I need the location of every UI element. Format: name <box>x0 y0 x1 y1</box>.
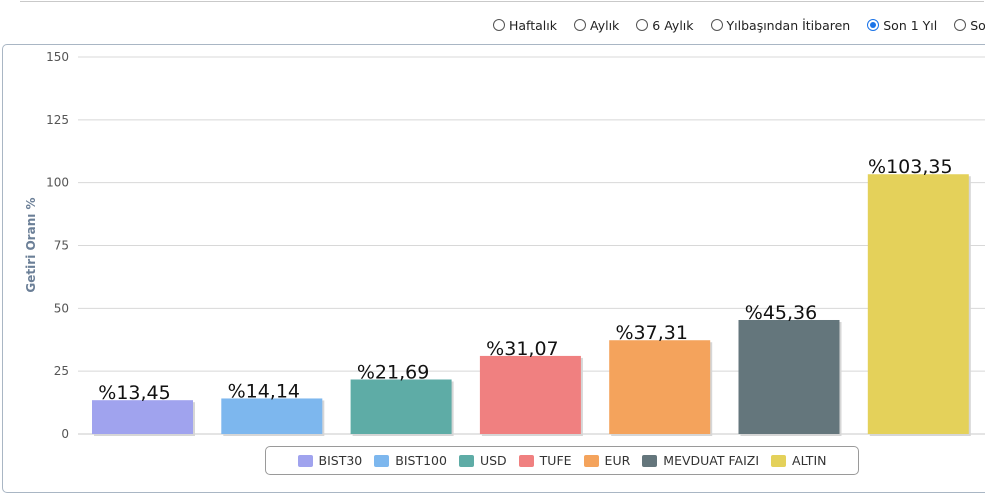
radio-icon[interactable] <box>867 19 880 31</box>
data-label: %14,14 <box>228 380 300 402</box>
data-label: %31,07 <box>486 338 558 360</box>
period-option-label: So <box>970 17 985 33</box>
radio-icon[interactable] <box>493 19 505 31</box>
legend-item[interactable]: USD <box>458 453 507 468</box>
legend-swatch <box>642 454 658 467</box>
radio-icon[interactable] <box>954 19 967 31</box>
period-option-label: Son 1 Yıl <box>883 17 938 33</box>
y-tick-label: 125 <box>46 113 69 127</box>
legend-swatch <box>297 454 313 467</box>
bar-bist30 <box>92 400 193 434</box>
y-tick-label: 0 <box>61 427 69 441</box>
y-tick-label: 75 <box>54 239 69 253</box>
legend-swatch <box>771 454 787 467</box>
data-label: %45,36 <box>745 302 817 324</box>
bar-bist100 <box>221 398 323 434</box>
period-option-2[interactable]: 6 Aylık <box>636 17 694 33</box>
legend-item[interactable]: BIST30 <box>297 453 363 468</box>
legend-label: MEVDUAT FAIZI <box>663 453 760 468</box>
legend-item[interactable]: EUR <box>583 453 631 468</box>
data-label: %13,45 <box>98 382 170 404</box>
data-label: %37,31 <box>615 322 687 344</box>
bar-mevduat-faizi <box>738 319 840 434</box>
y-tick-label: 25 <box>54 364 69 378</box>
bar-usd <box>350 379 452 434</box>
chart-panel <box>2 44 985 493</box>
period-option-4[interactable]: Son 1 Yıl <box>867 18 937 33</box>
radio-icon[interactable] <box>710 19 723 31</box>
period-option-label: Aylık <box>590 17 620 33</box>
period-option-0[interactable]: Haftalık <box>493 18 557 33</box>
legend-label: ALTIN <box>792 453 827 468</box>
radio-icon[interactable] <box>574 19 586 31</box>
legend-label: BIST30 <box>318 453 363 468</box>
period-option-label: Haftalık <box>509 17 557 33</box>
data-label: %103,35 <box>868 156 953 178</box>
y-tick-label: 50 <box>54 301 69 315</box>
legend-swatch <box>374 454 390 467</box>
legend-swatch <box>518 454 534 467</box>
period-option-label: Yılbaşından İtibaren <box>726 17 851 33</box>
top-divider <box>20 0 984 2</box>
y-tick-label: 150 <box>46 50 69 64</box>
bar-tufe <box>479 355 581 434</box>
legend-swatch <box>458 454 474 467</box>
y-axis-title: Getiri Oranı % <box>24 197 38 292</box>
period-option-1[interactable]: Aylık <box>574 18 619 33</box>
legend-label: TUFE <box>539 453 572 468</box>
legend-label: USD <box>479 453 507 468</box>
bar-eur <box>609 340 711 434</box>
radio-icon[interactable] <box>636 19 649 31</box>
period-selector: Haftalık Aylık 6 Aylık Yılbaşından İtibaren… <box>493 15 985 35</box>
period-option-5[interactable]: So <box>954 18 985 33</box>
legend-item[interactable]: MEVDUAT FAIZI <box>642 453 759 468</box>
y-tick-label: 100 <box>46 176 69 190</box>
legend-item[interactable]: TUFE <box>518 453 572 468</box>
period-option-3[interactable]: Yılbaşından İtibaren <box>710 17 851 33</box>
chart-legend: BIST30 BIST100 USD TUFE EUR MEVDUAT FAIZI ALTI… <box>265 446 859 475</box>
legend-item[interactable]: BIST100 <box>374 453 447 468</box>
legend-label: EUR <box>604 453 631 468</box>
period-option-label: 6 Aylık <box>652 17 694 33</box>
data-label: %21,69 <box>357 361 429 383</box>
legend-label: BIST100 <box>395 453 447 468</box>
legend-item[interactable]: ALTIN <box>771 453 826 468</box>
bar-altin <box>867 174 969 434</box>
legend-swatch <box>583 454 599 467</box>
